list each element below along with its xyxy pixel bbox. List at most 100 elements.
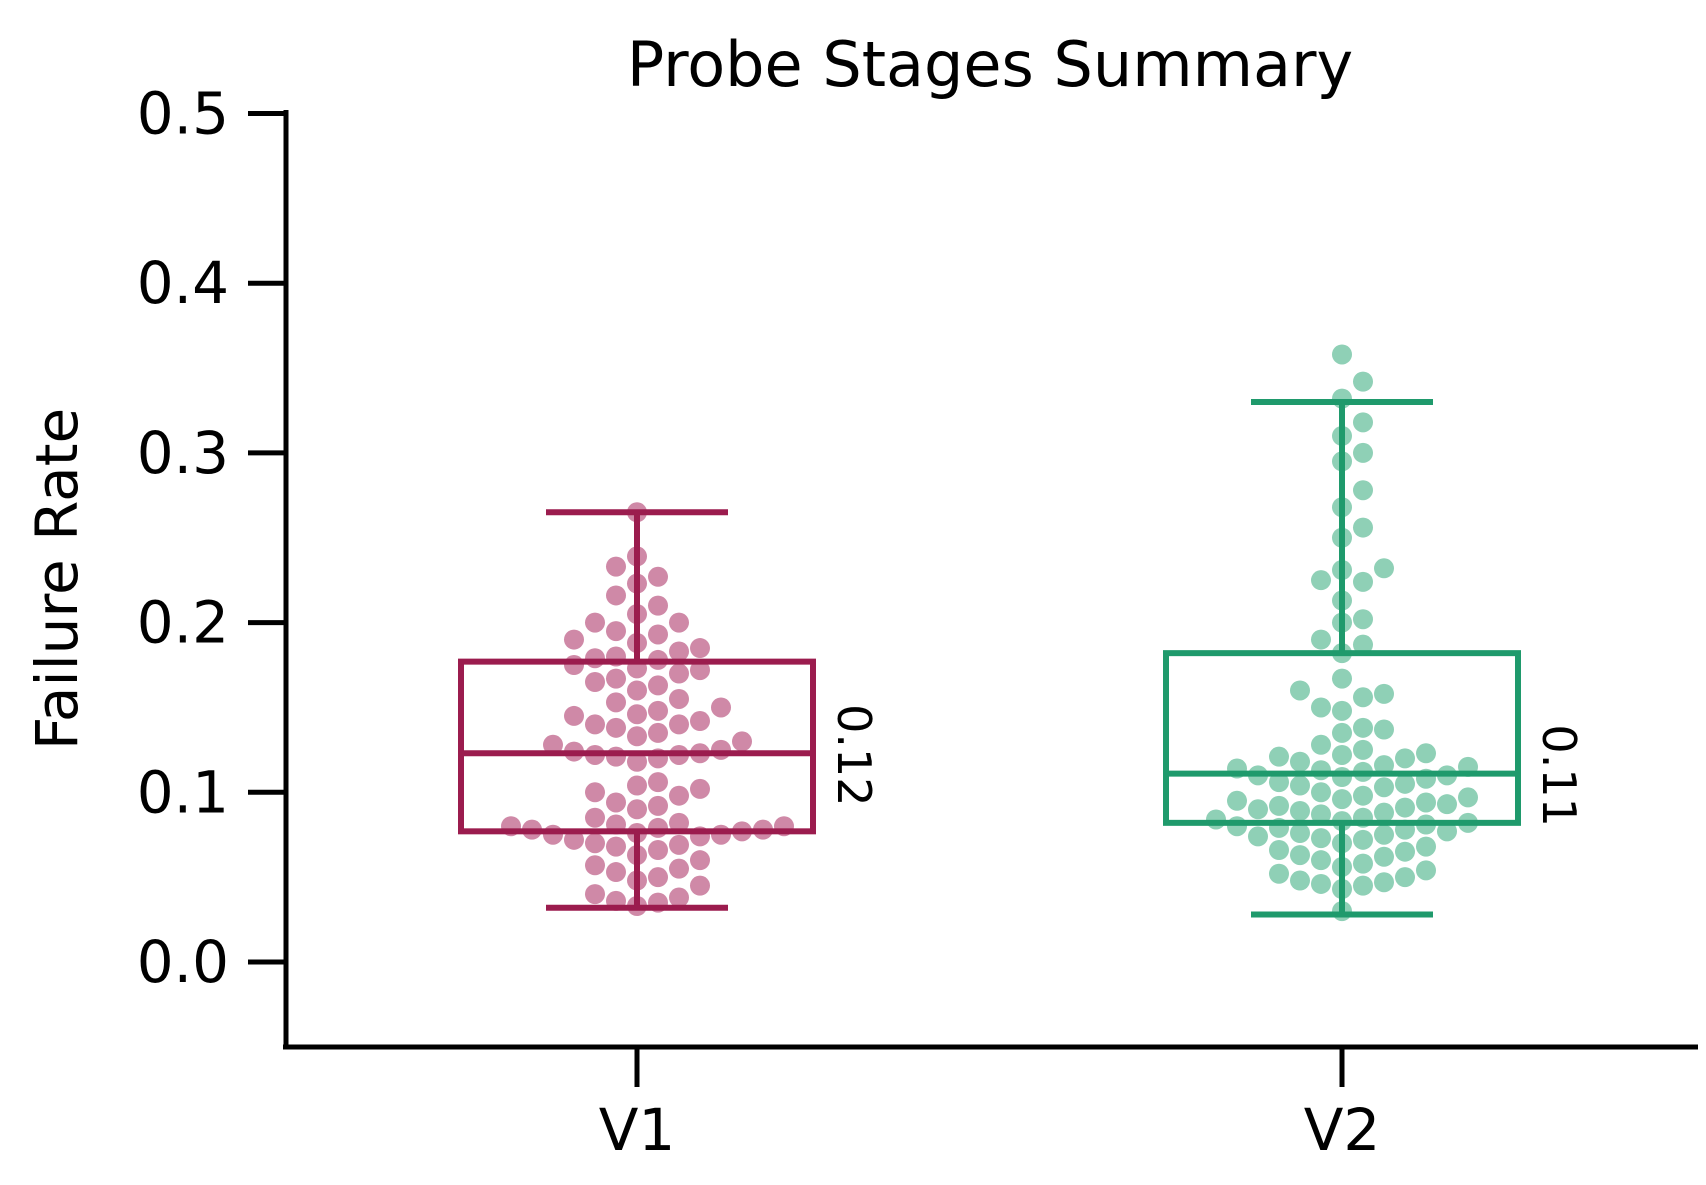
data-point — [564, 705, 584, 726]
boxes: 0.12 0.11 — [458, 398, 1586, 918]
data-point — [1395, 748, 1415, 769]
data-point — [1353, 853, 1373, 874]
data-point — [585, 884, 605, 905]
box-V2: 0.11 — [1163, 398, 1586, 918]
data-point — [627, 799, 647, 820]
data-point — [1353, 875, 1373, 896]
chart-title: Probe Stages Summary — [627, 28, 1353, 101]
median-value-label: 0.12 — [827, 704, 881, 806]
data-point — [585, 714, 605, 735]
data-point — [606, 692, 626, 713]
data-point — [585, 782, 605, 803]
data-point — [606, 792, 626, 813]
iqr-box — [458, 658, 816, 835]
data-point — [606, 556, 626, 577]
data-point — [1374, 683, 1394, 704]
data-point — [1332, 700, 1352, 721]
data-point — [1290, 823, 1310, 844]
y-ticks: 0.0 0.1 0.2 0.3 0.4 0.5 — [137, 80, 286, 996]
iqr-box — [1163, 650, 1521, 826]
data-point — [648, 795, 668, 816]
data-point — [1353, 785, 1373, 806]
data-point — [564, 629, 584, 650]
data-point — [585, 855, 605, 876]
data-point — [1269, 839, 1289, 860]
y-tick-label: 0.2 — [137, 589, 229, 657]
data-point — [1353, 829, 1373, 850]
median-value-label: 0.11 — [1532, 724, 1586, 826]
data-point — [627, 726, 647, 747]
data-point — [1311, 873, 1331, 894]
data-point — [1374, 824, 1394, 845]
data-point — [1290, 775, 1310, 796]
data-point — [1416, 860, 1436, 881]
data-point — [690, 711, 710, 732]
data-point — [1332, 744, 1352, 765]
data-point — [1458, 787, 1478, 808]
y-tick-label: 0.0 — [137, 928, 229, 996]
data-point — [1437, 821, 1457, 842]
data-point — [606, 836, 626, 857]
data-point — [732, 731, 752, 752]
data-point — [648, 867, 668, 888]
axes — [283, 110, 1698, 1050]
data-point — [669, 714, 689, 735]
data-point — [669, 663, 689, 684]
data-point — [1374, 719, 1394, 740]
data-point — [627, 775, 647, 796]
data-point — [627, 704, 647, 725]
data-point — [690, 638, 710, 659]
data-point — [1311, 760, 1331, 781]
data-point — [606, 862, 626, 883]
data-point — [1353, 371, 1373, 392]
data-point — [669, 641, 689, 662]
data-point — [648, 839, 668, 860]
data-point — [1353, 739, 1373, 760]
data-point — [669, 812, 689, 833]
data-point — [1311, 697, 1331, 718]
data-point — [648, 595, 668, 616]
data-point — [606, 621, 626, 642]
data-point — [690, 850, 710, 871]
data-point — [648, 566, 668, 587]
y-tick-label: 0.5 — [137, 80, 229, 148]
data-point — [564, 655, 584, 676]
data-point — [648, 700, 668, 721]
data-point — [1437, 794, 1457, 815]
data-point — [1353, 442, 1373, 463]
data-point — [627, 751, 647, 772]
data-point — [585, 671, 605, 692]
data-point — [1227, 790, 1247, 811]
data-point — [669, 688, 689, 709]
data-point — [1332, 767, 1352, 788]
data-point — [1332, 789, 1352, 810]
data-point — [711, 697, 731, 718]
data-point — [1290, 680, 1310, 701]
y-tick-label: 0.4 — [137, 249, 229, 317]
data-point — [1353, 517, 1373, 538]
data-point — [1353, 412, 1373, 433]
data-point — [1248, 826, 1268, 847]
data-point — [543, 824, 563, 845]
data-point — [648, 817, 668, 838]
data-point — [1290, 751, 1310, 772]
data-point — [1332, 668, 1352, 689]
data-point — [1290, 800, 1310, 821]
data-point — [1332, 722, 1352, 743]
data-point — [648, 675, 668, 696]
data-point — [1374, 846, 1394, 867]
data-point — [1311, 570, 1331, 591]
data-point — [1269, 746, 1289, 767]
data-point — [1353, 480, 1373, 501]
data-point — [690, 778, 710, 799]
data-point — [1311, 850, 1331, 871]
data-point — [585, 833, 605, 854]
data-point — [564, 829, 584, 850]
data-point — [1353, 634, 1373, 655]
data-point — [1311, 828, 1331, 849]
data-point — [648, 722, 668, 743]
data-point — [1416, 836, 1436, 857]
data-point — [585, 807, 605, 828]
y-tick-label: 0.3 — [137, 419, 229, 487]
